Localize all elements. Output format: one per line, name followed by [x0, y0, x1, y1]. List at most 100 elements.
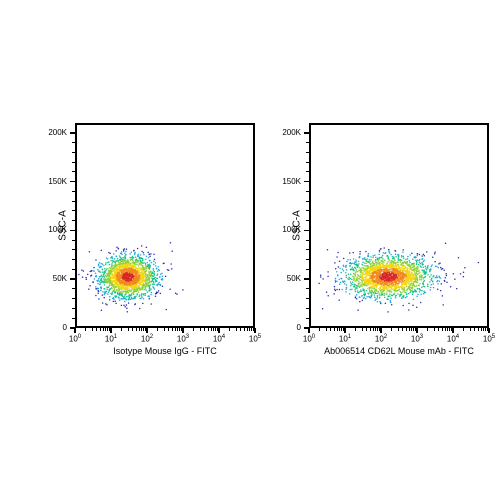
ytick-minor	[72, 269, 75, 270]
xtick-minor	[487, 328, 488, 331]
xtick-minor	[105, 328, 106, 331]
xtick-label: 105	[479, 334, 499, 344]
xtick-minor	[96, 328, 97, 331]
xtick-minor	[211, 328, 212, 331]
xtick-minor	[132, 328, 133, 331]
ytick	[304, 181, 309, 183]
xtick	[488, 328, 490, 333]
xtick-minor	[370, 328, 371, 331]
ytick-minor	[72, 259, 75, 260]
ytick-minor	[306, 171, 309, 172]
xtick-minor	[470, 328, 471, 331]
xtick-minor	[181, 328, 182, 331]
xtick	[218, 328, 220, 333]
ytick	[70, 132, 75, 134]
xtick	[254, 328, 256, 333]
xtick-minor	[377, 328, 378, 331]
xtick-minor	[172, 328, 173, 331]
xtick-label: 102	[371, 334, 391, 344]
xtick-minor	[339, 328, 340, 331]
xtick-minor	[143, 328, 144, 331]
xtick-minor	[200, 328, 201, 331]
ytick-label: 50K	[43, 274, 67, 283]
ytick-label: 100K	[277, 225, 301, 234]
xtick-minor	[366, 328, 367, 331]
xtick-label: 104	[443, 334, 463, 344]
ytick-minor	[306, 259, 309, 260]
xtick-minor	[145, 328, 146, 331]
xtick-minor	[157, 328, 158, 331]
ytick-minor	[306, 269, 309, 270]
ytick-label: 150K	[277, 177, 301, 186]
ytick-minor	[306, 298, 309, 299]
ytick-minor	[72, 210, 75, 211]
ytick-minor	[72, 298, 75, 299]
xtick-minor	[168, 328, 169, 331]
x-axis-label: Isotype Mouse IgG - FITC	[75, 346, 255, 356]
scatter-plot	[77, 125, 253, 326]
xtick-minor	[326, 328, 327, 331]
xtick-minor	[107, 328, 108, 331]
xtick-minor	[109, 328, 110, 331]
xtick-minor	[128, 328, 129, 331]
xtick-minor	[164, 328, 165, 331]
xtick-minor	[438, 328, 439, 331]
xtick-minor	[434, 328, 435, 331]
xtick	[416, 328, 418, 333]
ytick-minor	[72, 201, 75, 202]
xtick-minor	[474, 328, 475, 331]
xtick-minor	[121, 328, 122, 331]
xtick-minor	[411, 328, 412, 331]
ytick-minor	[72, 171, 75, 172]
ytick-minor	[306, 220, 309, 221]
xtick-minor	[379, 328, 380, 331]
flow-panel-right: SSC-AAb006514 CD62L Mouse mAb - FITC050K…	[275, 115, 495, 376]
ytick	[70, 230, 75, 232]
xtick-minor	[217, 328, 218, 331]
xtick-minor	[415, 328, 416, 331]
xtick-minor	[445, 328, 446, 331]
ytick-minor	[72, 162, 75, 163]
ytick-label: 200K	[277, 128, 301, 137]
xtick-minor	[179, 328, 180, 331]
ytick-minor	[306, 201, 309, 202]
xtick-minor	[483, 328, 484, 331]
xtick	[452, 328, 454, 333]
ytick-label: 50K	[277, 274, 301, 283]
xtick	[182, 328, 184, 333]
xtick-minor	[362, 328, 363, 331]
xtick-label: 100	[65, 334, 85, 344]
xtick-minor	[249, 328, 250, 331]
xtick-label: 101	[335, 334, 355, 344]
xtick-minor	[398, 328, 399, 331]
xtick-minor	[391, 328, 392, 331]
ytick-minor	[72, 142, 75, 143]
ytick-label: 0	[43, 323, 67, 332]
xtick	[380, 328, 382, 333]
xtick-minor	[409, 328, 410, 331]
xtick-minor	[334, 328, 335, 331]
ytick-label: 100K	[43, 225, 67, 234]
xtick-minor	[413, 328, 414, 331]
xtick-minor	[213, 328, 214, 331]
xtick-minor	[478, 328, 479, 331]
ytick-minor	[306, 318, 309, 319]
xtick-minor	[447, 328, 448, 331]
xtick-minor	[103, 328, 104, 331]
ytick	[304, 278, 309, 280]
ytick-minor	[306, 308, 309, 309]
flow-panel-left: SSC-AIsotype Mouse IgG - FITC050K100K150…	[41, 115, 261, 376]
xtick-minor	[177, 328, 178, 331]
xtick-minor	[373, 328, 374, 331]
scatter-plot	[311, 125, 487, 326]
xtick-minor	[136, 328, 137, 331]
ytick-minor	[72, 249, 75, 250]
xtick-minor	[251, 328, 252, 331]
xtick-minor	[463, 328, 464, 331]
xtick-minor	[240, 328, 241, 331]
xtick-minor	[215, 328, 216, 331]
xtick-minor	[449, 328, 450, 331]
ytick-minor	[72, 240, 75, 241]
xtick-minor	[341, 328, 342, 331]
xtick-minor	[244, 328, 245, 331]
